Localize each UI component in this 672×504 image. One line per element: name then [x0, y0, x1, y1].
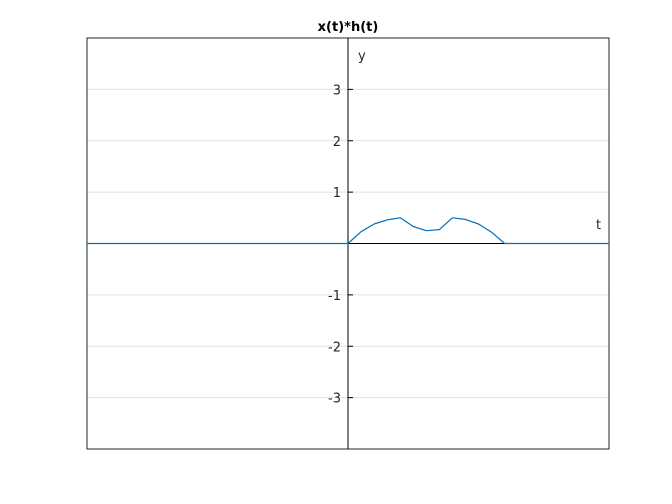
y-axis-label: y — [358, 49, 366, 64]
y-tick-label: 2 — [333, 135, 341, 150]
y-tick-label: -1 — [328, 289, 341, 304]
x-axis-label: t — [596, 218, 601, 233]
tick-labels: -3 -2 -1 1 2 3 — [328, 83, 341, 406]
y-tick-label: -2 — [328, 340, 341, 355]
chart-title: x(t)*h(t) — [318, 20, 379, 35]
y-tick-label: -3 — [328, 392, 341, 407]
series-line — [87, 217, 609, 245]
y-tick-label: 1 — [333, 186, 341, 201]
y-tick-label: 3 — [333, 83, 341, 98]
series-layer — [87, 217, 609, 245]
